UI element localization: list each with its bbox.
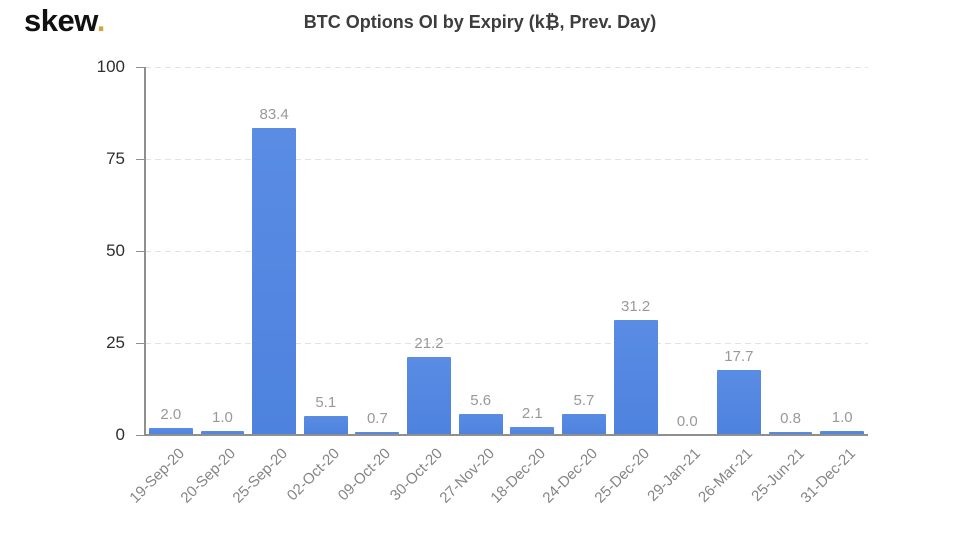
y-axis-tick: [136, 434, 145, 436]
bar-value-label: 5.7: [573, 392, 595, 410]
plot-area: 0 25 50 75 100 2.0 19-Sep-20 1.0 20-Sep-20 83.4 25…: [97, 57, 868, 507]
x-tick-label: 29-Jan-21: [644, 445, 705, 505]
bar-value-label: 83.4: [259, 106, 289, 124]
y-axis-tick: [136, 250, 145, 252]
bar-value-label: 2.0: [160, 405, 182, 423]
bar: [562, 414, 606, 435]
bar: [820, 431, 865, 435]
x-tick-label: 02-Oct-20: [283, 445, 343, 505]
bar: [407, 356, 451, 435]
y-axis-tick: [136, 66, 145, 68]
bar: [613, 320, 658, 435]
x-tick-label: 18-Dec-20: [487, 445, 550, 507]
bar: [200, 431, 245, 435]
bar-value-label: 0.8: [780, 410, 801, 428]
y-axis-tick: [136, 342, 145, 344]
bar: [716, 369, 761, 435]
bar: [303, 416, 348, 435]
x-tick-label: 20-Sep-20: [177, 445, 240, 507]
bar-value-label: 2.1: [521, 405, 543, 423]
y-tick-label: 25: [106, 333, 125, 352]
skew-logo-text: skew: [24, 3, 97, 38]
bar-value-label: 31.2: [620, 298, 651, 316]
y-tick-label: 50: [106, 241, 125, 260]
y-tick-label: 75: [106, 149, 125, 168]
bar: [768, 432, 813, 435]
skew-logo: skew.: [24, 3, 106, 38]
x-tick-label: 19-Sep-20: [126, 445, 188, 507]
chart-title: BTC Options OI by Expiry (k₿, Prev. Day): [303, 12, 657, 32]
x-tick-label: 25-Dec-20: [591, 445, 653, 507]
bar-value-label: 5.1: [315, 394, 337, 412]
y-axis-tick: [136, 158, 145, 160]
bar-value-label: 21.2: [414, 334, 444, 352]
bar-value-label: 1.0: [831, 409, 853, 427]
bar: [458, 414, 503, 435]
y-tick-label: 100: [96, 57, 125, 76]
bar: [148, 427, 193, 435]
y-gridline: [145, 66, 868, 68]
bar: [355, 432, 400, 435]
bar-value-label: 1.0: [212, 409, 233, 427]
x-tick-label: 31-Dec-21: [797, 445, 860, 507]
x-tick-label: 26-Mar-21: [694, 445, 756, 506]
bar-value-label: 0.7: [366, 410, 388, 428]
x-tick-label: 25-Sep-20: [229, 445, 292, 507]
bar-value-label: 0.0: [676, 413, 698, 430]
y-axis-line: [144, 67, 146, 435]
bar: [252, 128, 297, 435]
x-tick-label: 27-Nov-20: [436, 445, 498, 507]
bar-value-label: 17.7: [724, 347, 754, 365]
skew-logo-dot: .: [96, 3, 106, 38]
y-tick-label: 0: [115, 425, 125, 444]
x-tick-label: 24-Dec-20: [539, 445, 601, 507]
x-axis-line: [144, 434, 868, 436]
bar-value-label: 5.6: [470, 392, 492, 410]
x-tick-label: 09-Oct-20: [335, 445, 395, 505]
bar: [510, 427, 555, 435]
